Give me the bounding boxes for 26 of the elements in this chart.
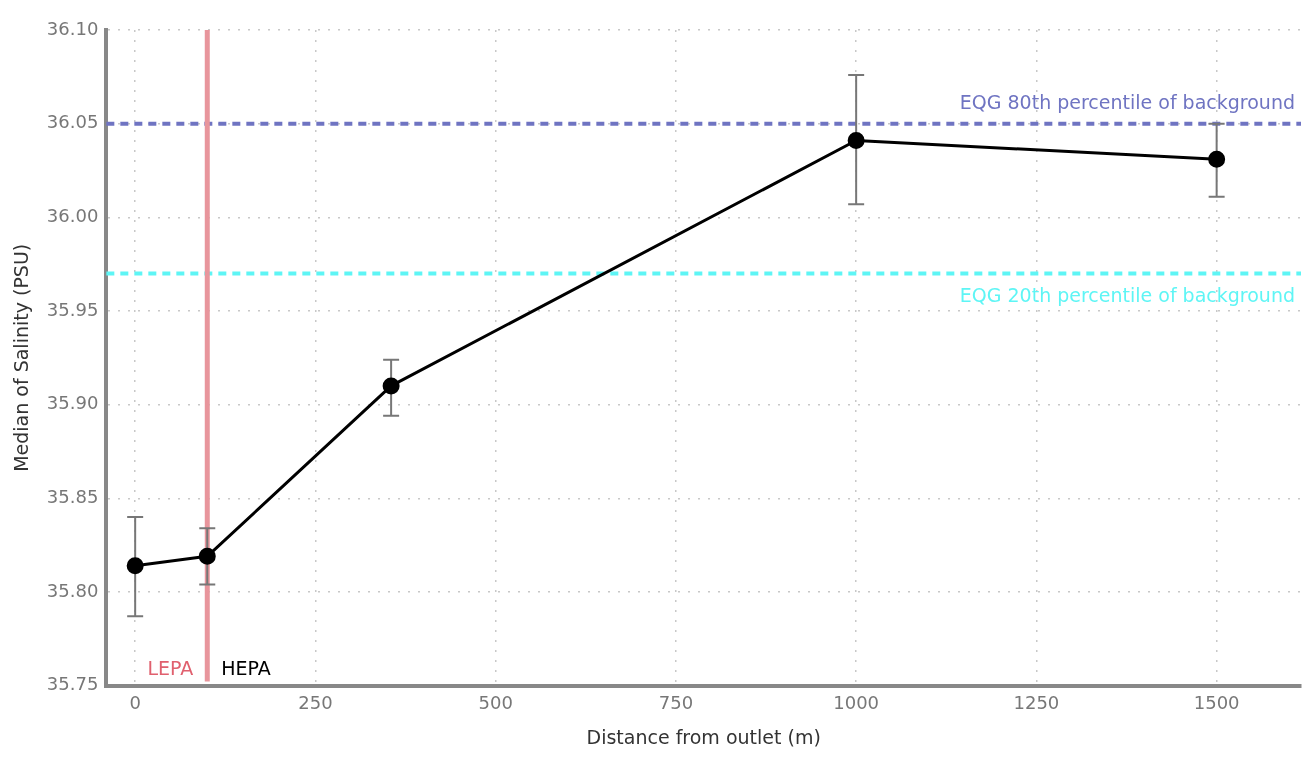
y-tick-label: 35.90	[46, 392, 99, 414]
point	[1208, 150, 1226, 168]
y-tick-label: 35.80	[46, 579, 99, 601]
ref-line-label: EQG 20th percentile of background	[959, 283, 1295, 306]
x-axis-title: Distance from outlet (m)	[586, 725, 821, 748]
x-tick-label: 1250	[1013, 692, 1060, 714]
x-tick-label: 1000	[833, 692, 880, 714]
x-tick-label: 0	[129, 692, 141, 714]
y-axis-title: Median of Salinity (PSU)	[10, 243, 33, 472]
y-tick-label: 35.85	[46, 485, 99, 507]
y-tick-label: 36.05	[46, 111, 99, 133]
x-tick-label: 750	[658, 692, 694, 714]
point	[198, 547, 216, 565]
y-tick-label: 35.75	[46, 673, 99, 695]
annotation: HEPA	[221, 657, 271, 680]
x-tick-label: 1500	[1193, 692, 1240, 714]
ref-line-label: EQG 80th percentile of background	[959, 91, 1295, 114]
x-tick-label: 250	[298, 692, 333, 714]
y-tick-label: 36.00	[46, 204, 99, 226]
point	[126, 557, 144, 575]
x-tick-label: 500	[478, 692, 513, 714]
point	[847, 132, 865, 150]
y-tick-label: 36.10	[46, 17, 99, 39]
y-tick-label: 35.95	[46, 298, 99, 320]
annotation: LEPA	[147, 657, 194, 680]
point	[382, 377, 400, 395]
